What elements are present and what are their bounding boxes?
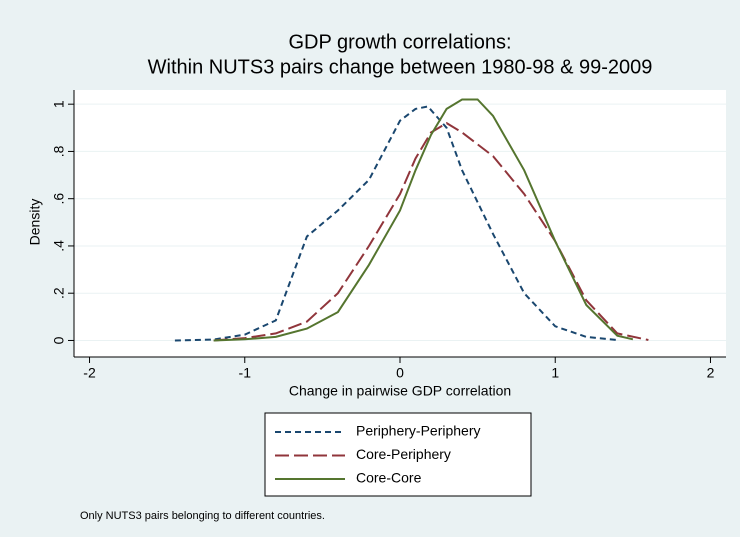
- y-tick-label: 1: [51, 100, 67, 108]
- series-line: [213, 98, 634, 342]
- legend-label: Periphery-Periphery: [356, 423, 481, 439]
- chart-title: GDP growth correlations:: [288, 31, 511, 53]
- x-tick-label: -2: [83, 365, 96, 381]
- x-tick-label: 0: [396, 365, 404, 381]
- x-tick-label: -1: [239, 365, 252, 381]
- y-tick-label: .2: [51, 287, 67, 299]
- legend-label: Core-Periphery: [356, 446, 451, 462]
- y-axis-label: Density: [27, 199, 43, 246]
- legend-label: Core-Core: [356, 470, 422, 486]
- legend: [264, 412, 532, 497]
- note: Only NUTS3 pairs belonging to different …: [80, 510, 325, 522]
- y-tick-label: 0: [51, 336, 67, 344]
- chart-subtitle: Within NUTS3 pairs change between 1980-9…: [148, 56, 653, 78]
- y-tick-label: .8: [51, 145, 67, 157]
- y-tick-label: .4: [51, 240, 67, 252]
- plot-area: [74, 90, 726, 357]
- x-tick-label: 1: [551, 365, 559, 381]
- x-axis-label: Change in pairwise GDP correlation: [289, 383, 511, 399]
- series-line: [174, 105, 618, 342]
- x-tick-label: 2: [707, 365, 715, 381]
- y-tick-label: .6: [51, 193, 67, 205]
